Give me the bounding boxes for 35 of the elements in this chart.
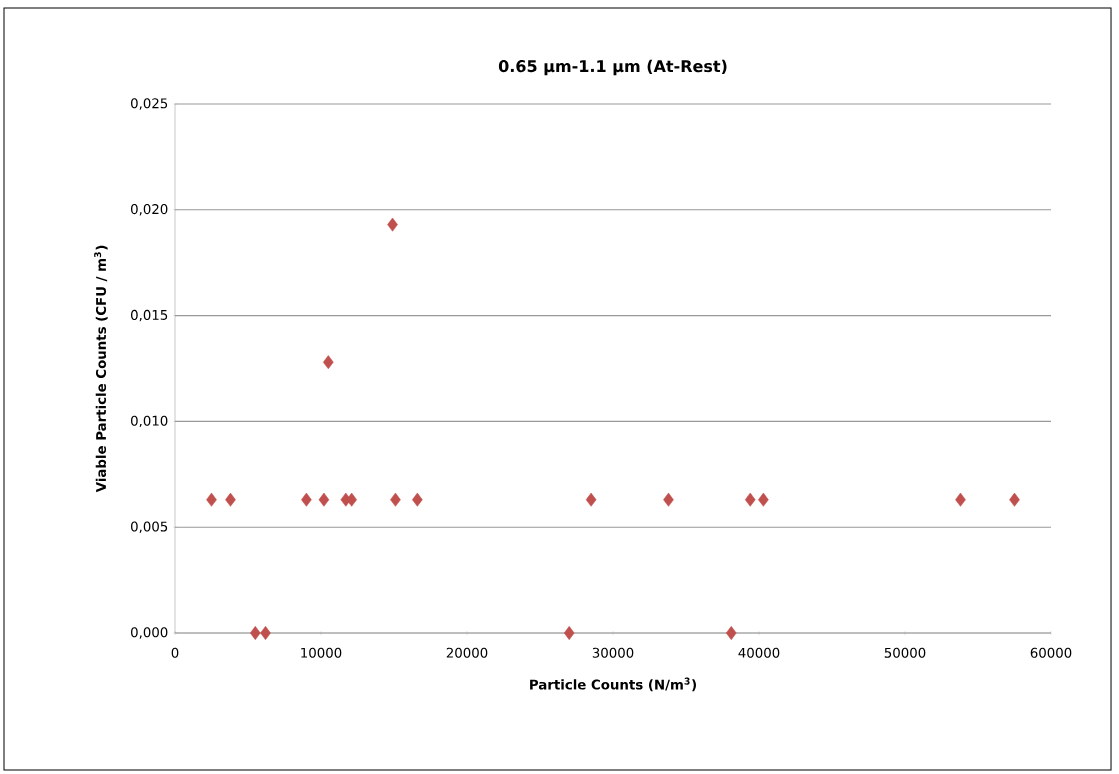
point — [744, 492, 756, 507]
point — [1009, 492, 1020, 507]
point — [206, 492, 217, 507]
point — [955, 492, 966, 507]
point — [318, 492, 330, 507]
x-tick-label: 30000 — [592, 647, 634, 658]
y-tick-label: 0,020 — [131, 204, 168, 216]
y-tick-label: 0,015 — [131, 309, 168, 322]
point — [663, 492, 674, 507]
point — [563, 626, 575, 640]
point — [260, 626, 271, 640]
chart-title: 0.65 µm-1.1 µm (At-Rest) — [498, 59, 727, 76]
point — [250, 626, 261, 640]
y-tick-label: 0,000 — [131, 627, 168, 639]
y-tick-label: 0,005 — [131, 521, 168, 533]
x-tick-label: 40000 — [738, 647, 780, 658]
point — [323, 355, 334, 370]
y-tick-label: 0,025 — [131, 98, 168, 110]
y-axis-title: Viable Particle Counts (CFU / m$^{3}$) — [94, 245, 108, 493]
x-tick-label: 10000 — [301, 647, 342, 658]
x-tick-label: 20000 — [446, 647, 488, 658]
point — [412, 492, 423, 507]
point — [390, 492, 401, 507]
point — [301, 492, 312, 507]
point — [758, 492, 769, 507]
point — [346, 492, 357, 507]
point — [387, 217, 398, 232]
point — [585, 492, 597, 507]
point — [225, 492, 236, 507]
x-axis-title: Particle Counts (N/m$^{3}$) — [530, 677, 696, 692]
x-tick-label: 50000 — [884, 647, 926, 658]
point — [725, 626, 737, 640]
x-tick-label: 60000 — [1030, 647, 1072, 658]
x-tick-label: 0 — [171, 647, 179, 658]
y-tick-label: 0,010 — [131, 415, 168, 428]
